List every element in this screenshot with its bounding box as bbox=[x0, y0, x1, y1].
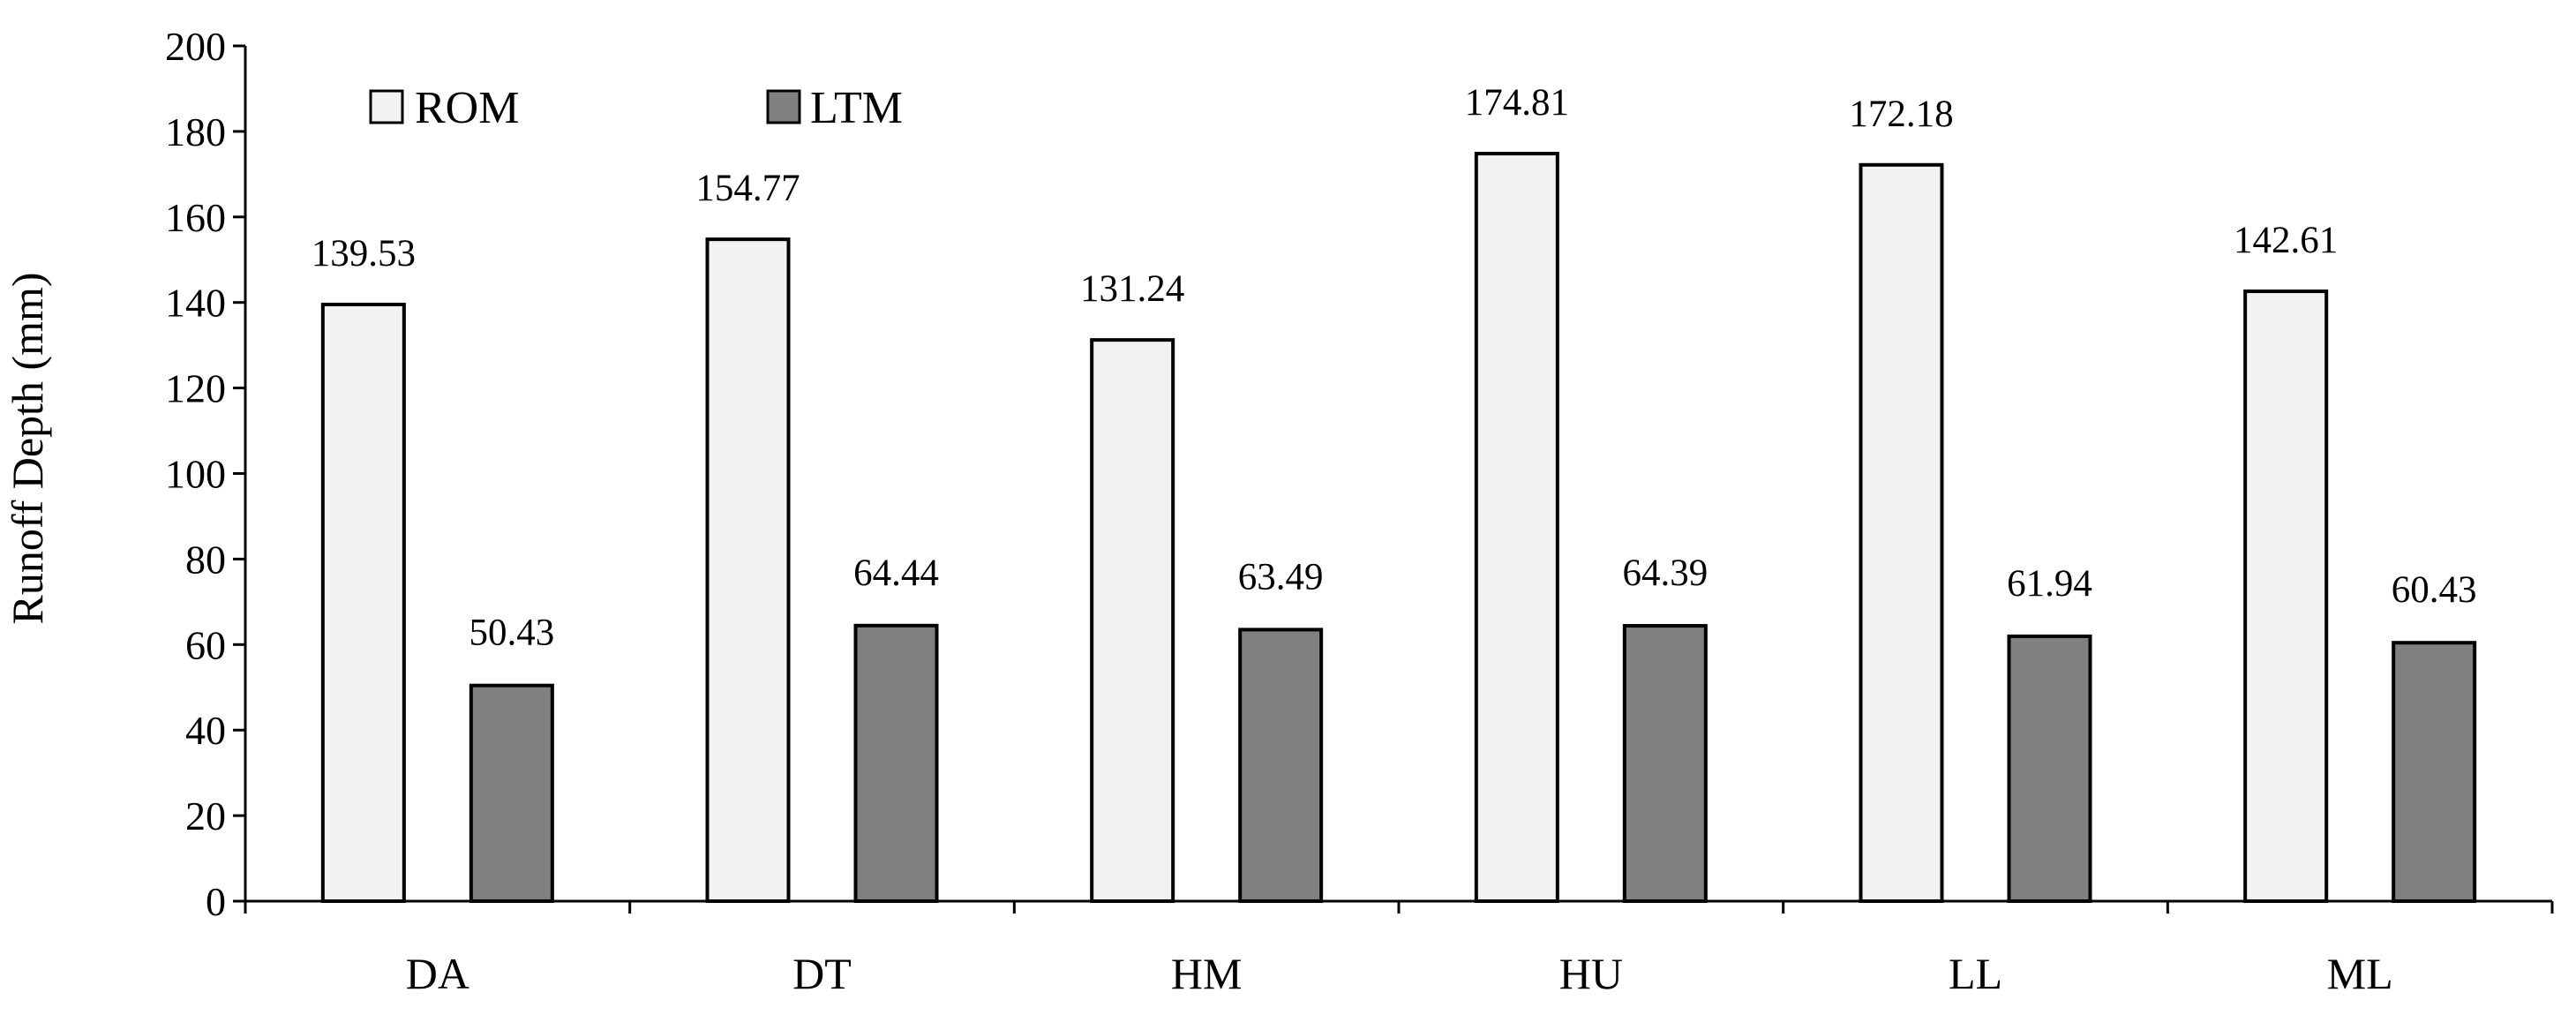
y-tick-label-80: 80 bbox=[185, 537, 226, 582]
data-label-ltm-hm: 63.49 bbox=[1238, 556, 1324, 598]
legend-swatch-rom bbox=[369, 89, 404, 124]
bar-ltm-da bbox=[469, 683, 554, 903]
y-tick-label-120: 120 bbox=[165, 366, 226, 411]
bar-rom-hm bbox=[1090, 338, 1175, 903]
y-tick-label-20: 20 bbox=[185, 793, 226, 838]
data-labels: 139.53 50.43 154.77 64.44 131.24 63.49 174.81 6… bbox=[312, 82, 2477, 654]
bar-rom-dt bbox=[705, 237, 791, 903]
bar-rom-hu bbox=[1474, 152, 1559, 904]
legend-swatch-ltm bbox=[766, 89, 801, 124]
y-tick-label-160: 160 bbox=[165, 195, 226, 240]
data-label-rom-ml: 142.61 bbox=[2234, 220, 2338, 261]
data-label-ltm-ml: 60.43 bbox=[2392, 569, 2477, 611]
data-label-ltm-da: 50.43 bbox=[469, 613, 554, 654]
legend-label-ltm: LTM bbox=[810, 83, 903, 133]
x-tick-label-hm: HM bbox=[1171, 949, 1243, 998]
data-label-rom-hu: 174.81 bbox=[1465, 82, 1569, 124]
bar-ltm-hu bbox=[1622, 624, 1708, 903]
data-label-ltm-hu: 64.39 bbox=[1622, 553, 1708, 594]
bars bbox=[320, 152, 2477, 904]
data-label-ltm-dt: 64.44 bbox=[853, 553, 939, 594]
x-tick-label-da: DA bbox=[406, 949, 469, 998]
legend-label-rom: ROM bbox=[415, 83, 519, 133]
y-tick-label-140: 140 bbox=[165, 281, 226, 326]
data-label-rom-hm: 131.24 bbox=[1080, 268, 1184, 310]
data-label-rom-ll: 172.18 bbox=[1849, 94, 1953, 135]
y-tick-label-60: 60 bbox=[185, 622, 226, 667]
bar-ltm-ml bbox=[2392, 641, 2477, 904]
data-label-rom-da: 139.53 bbox=[312, 233, 416, 274]
x-tick-label-ll: LL bbox=[1949, 949, 2002, 998]
y-tick-label-0: 0 bbox=[206, 879, 226, 924]
x-tick-label-ml: ML bbox=[2327, 949, 2393, 998]
bar-ltm-dt bbox=[853, 623, 939, 903]
bar-rom-ml bbox=[2243, 289, 2329, 903]
bar-rom-ll bbox=[1859, 162, 1944, 903]
y-tick-label-180: 180 bbox=[165, 109, 226, 154]
y-tick-label-100: 100 bbox=[165, 452, 226, 497]
data-label-ltm-ll: 61.94 bbox=[2007, 563, 2092, 605]
x-tick-label-hu: HU bbox=[1559, 949, 1623, 998]
data-label-rom-dt: 154.77 bbox=[695, 168, 800, 209]
legend: ROM LTM bbox=[369, 83, 903, 133]
y-tick-label-40: 40 bbox=[185, 708, 226, 753]
x-tick-label-dt: DT bbox=[792, 949, 852, 998]
y-tick-label-200: 200 bbox=[165, 24, 226, 69]
axes: DA DT HM HU LL ML 0 20 40 60 80 100 120 140 160 180 200 bbox=[165, 24, 2554, 998]
y-axis-title: Runoff Depth (mm) bbox=[3, 272, 52, 624]
bar-ltm-ll bbox=[2007, 634, 2092, 903]
bar-ltm-hm bbox=[1238, 628, 1324, 903]
bar-rom-da bbox=[320, 302, 406, 903]
